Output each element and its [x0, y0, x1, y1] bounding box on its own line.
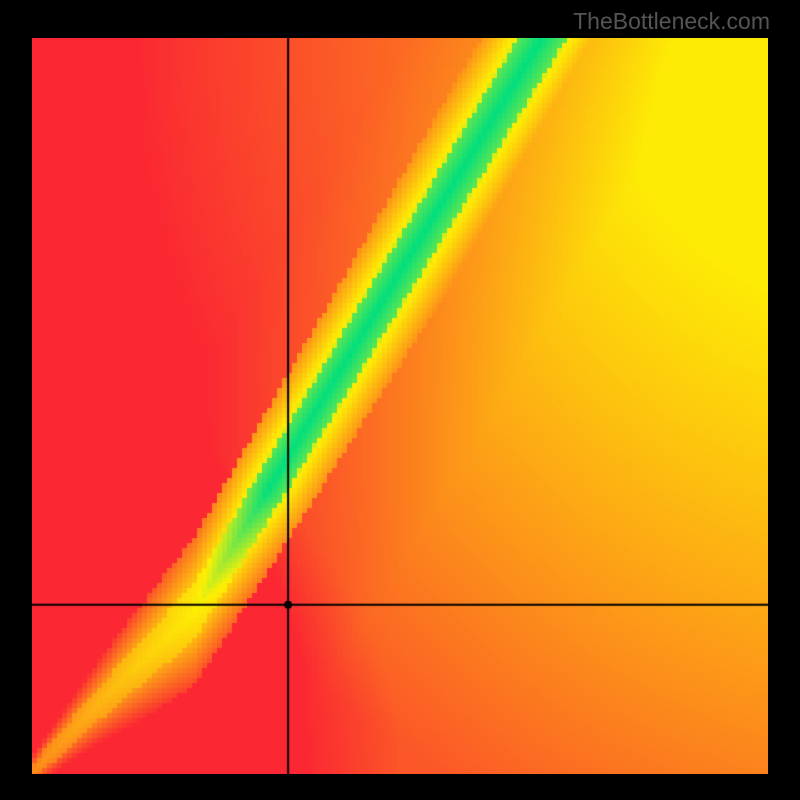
heatmap-plot: [32, 38, 768, 774]
chart-container: TheBottleneck.com: [0, 0, 800, 800]
watermark-text: TheBottleneck.com: [573, 8, 770, 35]
